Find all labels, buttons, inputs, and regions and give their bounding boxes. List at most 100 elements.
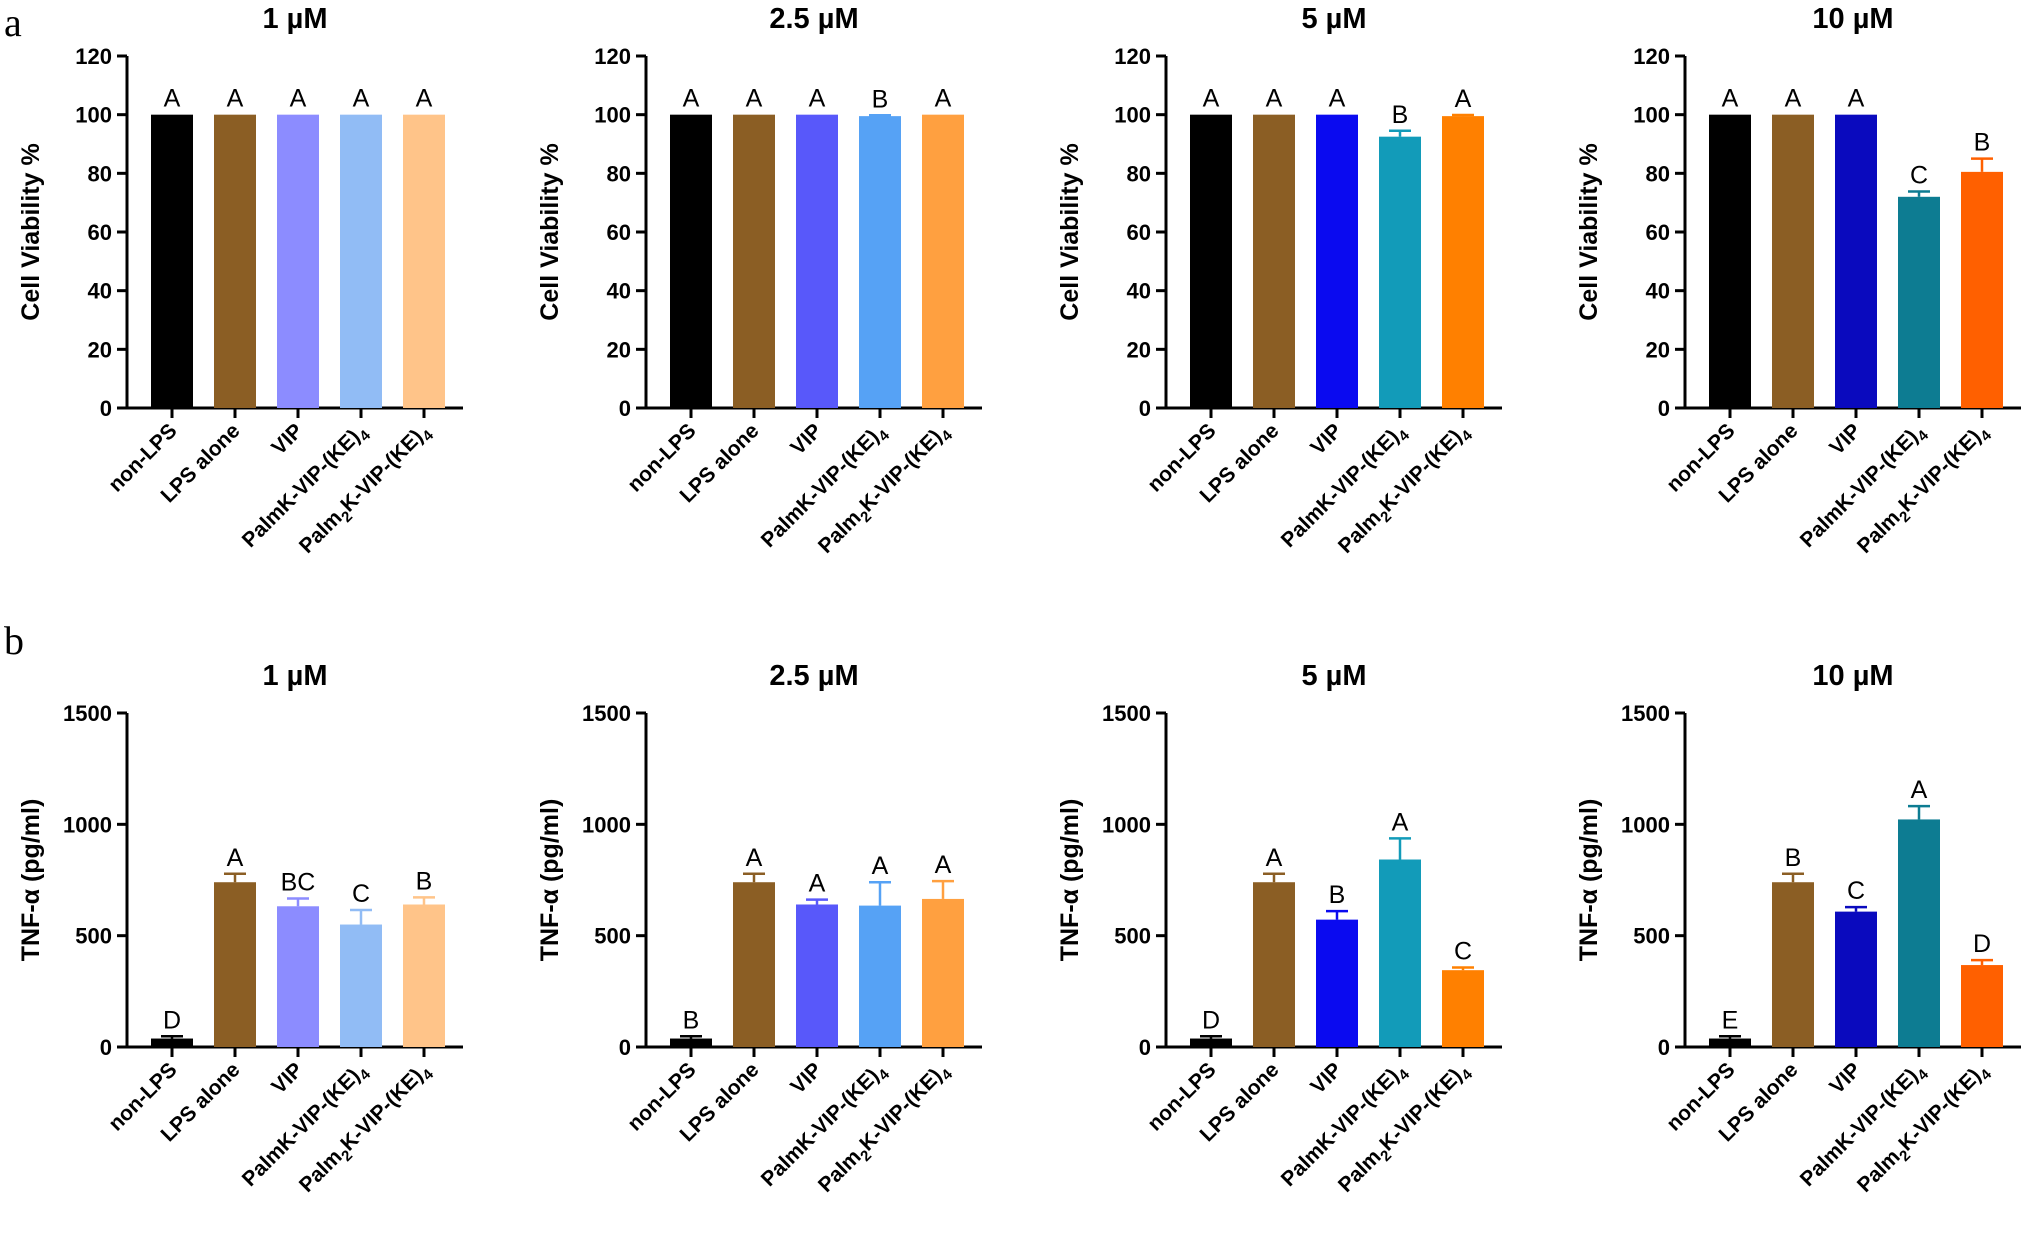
bar: [670, 114, 712, 409]
y-tick-label: 0: [1139, 396, 1151, 421]
significance-letter: A: [746, 844, 763, 872]
y-tick-label: 80: [88, 161, 112, 186]
bar: [151, 1038, 193, 1047]
significance-letter: A: [1392, 808, 1409, 836]
bar: [1442, 970, 1484, 1047]
y-tick-label: 500: [594, 924, 631, 949]
significance-letter: A: [227, 85, 244, 113]
significance-letter: A: [809, 85, 826, 113]
bar: [151, 114, 193, 409]
bar: [796, 114, 838, 409]
y-tick-label: 100: [594, 103, 631, 128]
significance-letter: A: [290, 85, 307, 113]
y-tick-label: 120: [75, 44, 112, 69]
significance-letter: A: [1785, 85, 1802, 113]
chart-title: 2.5 µM: [769, 3, 858, 35]
y-tick-label: 1000: [63, 812, 112, 837]
bar: [1379, 859, 1421, 1047]
chart-title: 1 µM: [262, 3, 327, 35]
significance-letter: B: [683, 1006, 700, 1034]
significance-letter: D: [1973, 930, 1991, 958]
bar: [1316, 919, 1358, 1047]
y-tick-label: 80: [607, 161, 631, 186]
y-tick-label: 500: [1114, 924, 1151, 949]
y-tick-label: 120: [1633, 44, 1670, 69]
significance-letter: A: [416, 85, 433, 113]
bar: [1961, 965, 2003, 1047]
significance-letter: C: [1454, 938, 1472, 966]
significance-letter: A: [1722, 85, 1739, 113]
significance-letter: B: [1392, 101, 1409, 129]
y-tick-label: 80: [1646, 161, 1670, 186]
category-label: VIP: [1306, 1058, 1346, 1098]
y-tick-label: 1000: [1621, 812, 1670, 837]
bar: [1898, 819, 1940, 1047]
bar: [1709, 1038, 1751, 1047]
significance-letter: A: [935, 85, 952, 113]
y-tick-label: 0: [100, 396, 112, 421]
y-tick-label: 500: [1633, 924, 1670, 949]
category-label: VIP: [267, 1058, 307, 1098]
y-tick-label: 100: [75, 103, 112, 128]
significance-letter: A: [746, 85, 763, 113]
category-label: VIP: [267, 419, 307, 459]
y-tick-label: 60: [1646, 220, 1670, 245]
y-axis-label: Cell Viability %: [536, 143, 564, 320]
significance-letter: A: [683, 85, 700, 113]
y-axis-label: TNF-α (pg/ml): [1575, 799, 1603, 962]
significance-letter: B: [1785, 844, 1802, 872]
y-tick-label: 0: [619, 396, 631, 421]
y-axis-label: Cell Viability %: [17, 143, 45, 320]
bar: [1253, 882, 1295, 1047]
bar: [1379, 136, 1421, 408]
bar: [277, 114, 319, 409]
y-tick-label: 60: [1127, 220, 1151, 245]
significance-letter: A: [227, 844, 244, 872]
significance-letter: A: [872, 852, 889, 880]
significance-letter: D: [1202, 1006, 1220, 1034]
bar: [1772, 882, 1814, 1047]
y-tick-label: 1500: [582, 701, 631, 726]
y-tick-label: 40: [1127, 279, 1151, 304]
significance-letter: BC: [281, 868, 316, 896]
bar: [1442, 116, 1484, 408]
category-label: VIP: [786, 419, 826, 459]
category-label: VIP: [1825, 419, 1865, 459]
bar: [1961, 171, 2003, 408]
chart-title: 2.5 µM: [769, 660, 858, 692]
y-tick-label: 1500: [1102, 701, 1151, 726]
bar: [859, 905, 901, 1047]
bar: [922, 114, 964, 409]
bar: [1835, 114, 1877, 409]
significance-letter: B: [872, 85, 889, 113]
significance-letter: C: [352, 880, 370, 908]
category-label: VIP: [786, 1058, 826, 1098]
y-tick-label: 0: [1658, 1035, 1670, 1060]
significance-letter: C: [1910, 162, 1928, 190]
y-tick-label: 0: [619, 1035, 631, 1060]
y-axis-label: TNF-α (pg/ml): [17, 799, 45, 962]
significance-letter: B: [1974, 129, 1991, 157]
significance-letter: A: [1329, 85, 1346, 113]
significance-letter: A: [1455, 85, 1472, 113]
bar: [1835, 911, 1877, 1047]
y-tick-label: 60: [607, 220, 631, 245]
y-tick-label: 0: [100, 1035, 112, 1060]
bar: [1772, 114, 1814, 409]
y-axis-label: Cell Viability %: [1056, 143, 1084, 320]
bar: [1709, 114, 1751, 409]
bar: [1253, 114, 1295, 409]
y-tick-label: 120: [1114, 44, 1151, 69]
y-axis-label: Cell Viability %: [1575, 143, 1603, 320]
bar: [403, 114, 445, 409]
chart-title: 1 µM: [262, 660, 327, 692]
y-tick-label: 100: [1633, 103, 1670, 128]
significance-letter: B: [416, 867, 433, 895]
bar: [796, 904, 838, 1047]
bar: [1316, 114, 1358, 409]
